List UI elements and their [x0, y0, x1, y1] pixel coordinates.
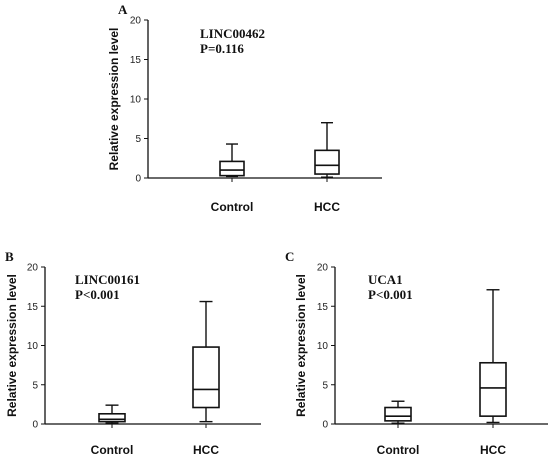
y-axis-label-c: Relative expression level	[294, 274, 308, 417]
x-tick-label-c-hcc: HCC	[480, 443, 506, 457]
x-tick-label-c-control: Control	[377, 443, 420, 457]
x-tick-label-a-control: Control	[211, 200, 254, 214]
x-tick-label-b-hcc: HCC	[193, 443, 219, 457]
p-value-label-c: P<0.001	[368, 287, 413, 302]
y-tick-label-b-0: 0	[32, 420, 38, 431]
y-tick-label-a-10: 10	[130, 95, 142, 106]
gene-label-b: LINC00161	[75, 272, 140, 287]
gene-label-c: UCA1	[368, 272, 403, 287]
x-tick-label-a-hcc: HCC	[314, 200, 340, 214]
y-tick-label-c-0: 0	[322, 420, 328, 431]
p-value-label-a: P=0.116	[200, 41, 244, 56]
y-tick-label-a-15: 15	[130, 55, 142, 66]
box-b-hcc	[192, 346, 220, 409]
y-tick-label-b-5: 5	[32, 380, 38, 391]
box-a-control	[219, 160, 245, 177]
y-axis-label-b: Relative expression level	[5, 274, 19, 417]
y-tick-label-b-20: 20	[27, 263, 39, 274]
box-a-hcc	[314, 149, 340, 175]
y-tick-label-a-5: 5	[135, 134, 141, 145]
panel-letter-a: A	[118, 2, 128, 17]
y-tick-label-c-5: 5	[322, 380, 328, 391]
box-c-hcc	[479, 361, 507, 417]
y-tick-label-b-15: 15	[27, 302, 39, 313]
y-tick-label-c-15: 15	[317, 302, 329, 313]
y-tick-label-c-10: 10	[317, 341, 329, 352]
box-b-control	[98, 412, 126, 423]
x-tick-label-b-control: Control	[91, 443, 134, 457]
panel-letter-c: C	[285, 249, 294, 264]
box-c-control	[384, 406, 412, 422]
y-axis-label-a: Relative expression level	[107, 28, 121, 171]
panel-letter-b: B	[5, 249, 14, 264]
y-tick-label-a-20: 20	[130, 16, 142, 27]
y-tick-label-c-20: 20	[317, 263, 329, 274]
p-value-label-b: P<0.001	[75, 287, 120, 302]
y-tick-label-b-10: 10	[27, 341, 39, 352]
y-tick-label-a-0: 0	[135, 174, 141, 185]
gene-label-a: LINC00462	[200, 26, 265, 41]
